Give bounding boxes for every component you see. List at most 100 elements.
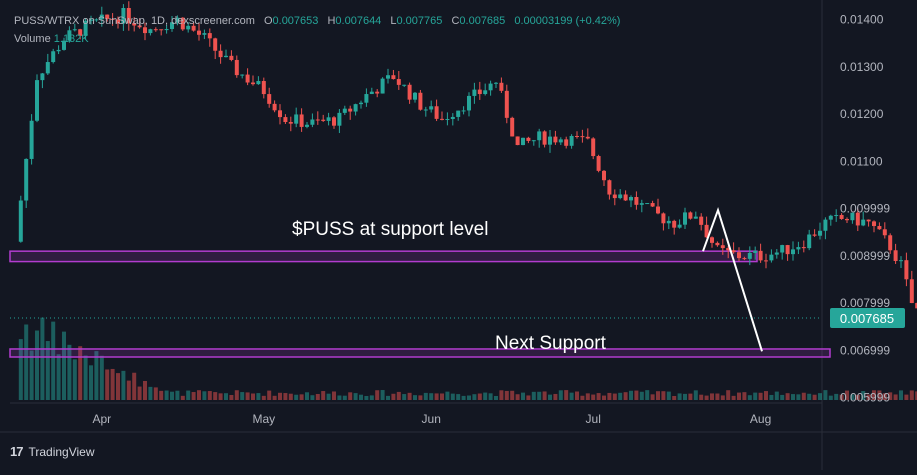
volume-bar — [326, 393, 331, 400]
candle-body — [148, 29, 153, 34]
volume-bar — [434, 393, 439, 400]
candle-body — [515, 136, 520, 146]
volume-bar — [35, 330, 39, 400]
candle-body — [472, 89, 477, 96]
volume-bar — [272, 395, 277, 400]
candle-body — [40, 73, 45, 81]
candle-body — [83, 20, 88, 36]
volume-bar — [693, 390, 698, 400]
candle-body — [753, 250, 758, 253]
candle-body — [72, 29, 77, 31]
volume-bar — [504, 390, 509, 400]
candle-body — [710, 237, 714, 243]
volume-bar — [375, 390, 380, 400]
volume-bar — [310, 395, 315, 400]
candle-body — [348, 108, 353, 112]
volume-bar — [623, 392, 628, 400]
last-price-badge: 0.007685 — [10, 308, 905, 329]
low-value: 0.007765 — [396, 15, 443, 27]
volume-bar — [137, 386, 142, 400]
volume-bar — [391, 393, 396, 400]
volume-bar — [24, 324, 29, 400]
candle-body — [461, 110, 466, 112]
volume-bar — [661, 391, 666, 400]
candle-body — [650, 203, 655, 207]
y-tick-label: 0.01200 — [840, 107, 884, 121]
candle-body — [359, 102, 363, 105]
candle-body — [731, 250, 736, 253]
volume-bar — [591, 394, 596, 400]
candle-body — [531, 140, 536, 142]
candle-body — [321, 119, 326, 121]
volume-bar — [197, 390, 201, 400]
candle-body — [764, 260, 768, 262]
volume-bar — [542, 391, 547, 400]
candle-body — [153, 29, 158, 31]
candle-body — [607, 180, 612, 195]
candle-body — [175, 17, 180, 23]
candle-body — [456, 110, 461, 117]
candle-body — [882, 229, 887, 236]
y-tick-label: 0.007999 — [840, 296, 890, 310]
candle-body — [780, 245, 785, 253]
candle-body — [818, 230, 822, 236]
volume-bar — [153, 387, 158, 400]
volume-bar — [337, 395, 342, 400]
volume-bar — [704, 395, 709, 400]
candle-body — [672, 220, 677, 228]
candle-body — [35, 80, 39, 121]
candle-body — [62, 40, 66, 50]
volume-bar — [796, 394, 801, 400]
volume-bar — [40, 317, 45, 400]
tradingview-logo-icon: 17 — [10, 444, 24, 459]
volume-bar — [413, 395, 417, 400]
candle-body — [245, 74, 250, 83]
volume-bar — [180, 395, 185, 400]
volume-bar — [801, 392, 806, 400]
candle-body — [791, 249, 795, 255]
candle-body — [234, 59, 239, 76]
candle-body — [413, 92, 417, 100]
volume-bar — [726, 390, 731, 400]
candle-body — [872, 221, 876, 227]
volume-bar — [72, 359, 77, 400]
candle-body — [688, 212, 693, 219]
volume-bar — [461, 395, 466, 400]
volume-bar — [904, 394, 909, 400]
candle-body — [418, 92, 423, 110]
volume-bar — [834, 393, 839, 400]
volume-bar — [105, 369, 110, 400]
candle-body — [850, 212, 855, 221]
volume-bar — [818, 393, 822, 400]
volume-bar — [450, 393, 455, 400]
candle-body — [904, 260, 909, 280]
volume-bar — [78, 346, 83, 400]
candle-body — [450, 116, 455, 120]
volume-bar — [143, 380, 147, 400]
candle-body — [596, 156, 601, 171]
tradingview-footer[interactable]: 17 TradingView — [10, 444, 95, 459]
candle-body — [213, 38, 218, 51]
candle-body — [337, 112, 342, 126]
candle-body — [758, 250, 763, 261]
candle-body — [585, 136, 590, 139]
volume-bar — [521, 392, 525, 400]
candle-body — [742, 258, 747, 260]
volume-bar — [526, 395, 531, 400]
volume-bar — [240, 392, 245, 400]
candle-body — [332, 117, 336, 126]
candle-body — [94, 19, 99, 21]
volume-bar — [132, 372, 137, 400]
volume-bar — [564, 390, 569, 400]
last-price-badge-bg — [830, 308, 905, 329]
candlesticks — [18, 1, 917, 309]
candle-body — [656, 206, 660, 214]
candle-body — [423, 109, 428, 111]
volume-bar — [445, 391, 450, 400]
volume-bar — [305, 392, 309, 400]
volume-bar — [699, 394, 704, 400]
candle-body — [812, 234, 817, 236]
candle-body — [159, 29, 164, 31]
